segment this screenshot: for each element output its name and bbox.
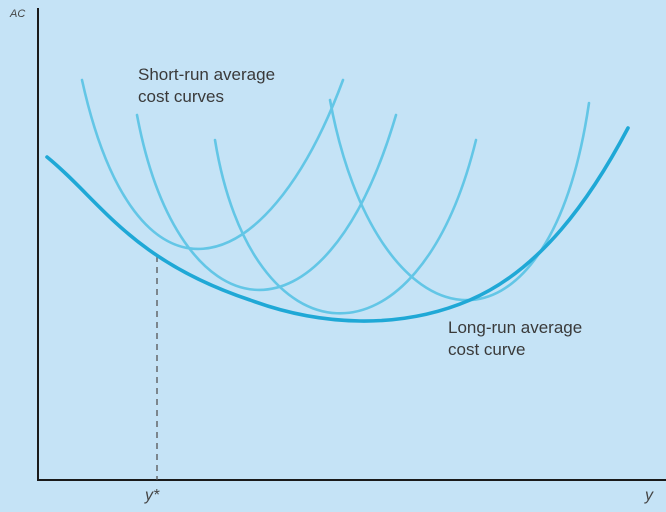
x-marker-label: y* — [144, 487, 160, 504]
short-run-annotation-line-2: cost curves — [138, 87, 224, 106]
short-run-annotation-line-1: Short-run average — [138, 65, 275, 84]
long-run-annotation: Long-run average cost curve — [448, 318, 587, 359]
short-run-curves — [80, 78, 591, 315]
y-axis-label: AC — [9, 8, 25, 20]
x-axis-label: y — [644, 487, 654, 504]
short-run-curve-4 — [328, 98, 591, 302]
long-run-annotation-line-1: Long-run average — [448, 318, 582, 337]
short-run-curve-2 — [135, 113, 398, 292]
short-run-annotation: Short-run average cost curves — [138, 65, 280, 106]
short-run-curve-3 — [213, 138, 478, 315]
long-run-curve — [45, 126, 630, 323]
short-run-curve-1 — [80, 78, 345, 251]
long-run-annotation-line-2: cost curve — [448, 340, 525, 359]
